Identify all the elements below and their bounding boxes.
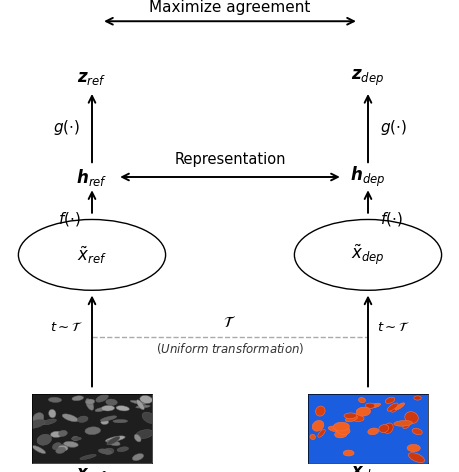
Ellipse shape: [62, 414, 78, 421]
Ellipse shape: [52, 443, 62, 450]
Ellipse shape: [309, 434, 315, 439]
Ellipse shape: [116, 405, 129, 411]
Ellipse shape: [80, 455, 96, 460]
Text: $\tilde{x}_{ref}$: $\tilde{x}_{ref}$: [77, 244, 107, 266]
Ellipse shape: [294, 219, 441, 290]
Ellipse shape: [343, 413, 356, 419]
Text: $t \sim \mathcal{T}$: $t \sim \mathcal{T}$: [50, 320, 83, 334]
Text: $g(\cdot)$: $g(\cdot)$: [53, 118, 80, 137]
Ellipse shape: [106, 399, 117, 405]
Ellipse shape: [48, 397, 62, 403]
Ellipse shape: [342, 450, 353, 456]
Ellipse shape: [142, 412, 156, 423]
Ellipse shape: [312, 421, 323, 431]
Ellipse shape: [103, 448, 114, 455]
Ellipse shape: [389, 405, 397, 412]
Ellipse shape: [333, 422, 348, 431]
Ellipse shape: [367, 428, 378, 435]
Ellipse shape: [42, 419, 56, 425]
Ellipse shape: [404, 412, 417, 423]
Ellipse shape: [383, 423, 392, 433]
Ellipse shape: [106, 437, 120, 445]
Text: $\boldsymbol{z}_{dep}$: $\boldsymbol{z}_{dep}$: [351, 68, 384, 88]
Ellipse shape: [62, 444, 76, 447]
Ellipse shape: [345, 415, 357, 422]
Ellipse shape: [18, 219, 165, 290]
Ellipse shape: [72, 437, 78, 440]
Text: Maximize agreement: Maximize agreement: [149, 0, 310, 15]
Ellipse shape: [135, 405, 150, 408]
Ellipse shape: [134, 434, 141, 442]
Ellipse shape: [50, 431, 62, 438]
Ellipse shape: [117, 447, 128, 452]
Ellipse shape: [411, 428, 421, 435]
Ellipse shape: [413, 396, 420, 400]
Text: $\mathcal{T}$: $\mathcal{T}$: [223, 315, 236, 330]
Text: $\boldsymbol{x}_{ref}$: $\boldsymbol{x}_{ref}$: [76, 465, 107, 472]
Ellipse shape: [394, 403, 404, 410]
Ellipse shape: [402, 424, 409, 429]
Text: Representation: Representation: [174, 152, 285, 167]
Ellipse shape: [101, 420, 108, 424]
Ellipse shape: [95, 395, 108, 402]
Ellipse shape: [136, 400, 144, 410]
Ellipse shape: [408, 453, 424, 463]
Ellipse shape: [347, 414, 363, 421]
Ellipse shape: [63, 441, 78, 447]
Text: $f(\cdot)$: $f(\cdot)$: [58, 211, 80, 228]
Text: $\boldsymbol{x}_{dep}$: $\boldsymbol{x}_{dep}$: [350, 465, 385, 472]
Ellipse shape: [358, 397, 364, 403]
Text: $\boldsymbol{h}_{dep}$: $\boldsymbol{h}_{dep}$: [350, 165, 385, 189]
Text: $(Uniform\ transformation)$: $(Uniform\ transformation)$: [156, 341, 303, 356]
Ellipse shape: [365, 403, 374, 408]
Ellipse shape: [378, 425, 388, 432]
Ellipse shape: [140, 396, 152, 404]
Ellipse shape: [132, 454, 143, 461]
Ellipse shape: [37, 434, 51, 445]
Ellipse shape: [101, 405, 114, 411]
Ellipse shape: [106, 440, 120, 446]
Ellipse shape: [406, 444, 420, 452]
Ellipse shape: [95, 408, 105, 412]
Ellipse shape: [49, 409, 56, 418]
Ellipse shape: [77, 416, 88, 422]
Ellipse shape: [355, 407, 370, 416]
Text: $g(\cdot)$: $g(\cdot)$: [379, 118, 406, 137]
Ellipse shape: [135, 430, 153, 438]
Ellipse shape: [368, 403, 380, 408]
Ellipse shape: [85, 399, 95, 405]
Ellipse shape: [32, 446, 45, 454]
Ellipse shape: [71, 437, 81, 440]
Text: $f(\cdot)$: $f(\cdot)$: [379, 211, 401, 228]
Ellipse shape: [334, 430, 347, 438]
Text: $t \sim \mathcal{T}$: $t \sim \mathcal{T}$: [376, 320, 409, 334]
Text: $\tilde{x}_{dep}$: $\tilde{x}_{dep}$: [350, 243, 384, 267]
Ellipse shape: [393, 421, 411, 426]
Ellipse shape: [27, 419, 45, 428]
Ellipse shape: [85, 399, 94, 410]
Ellipse shape: [100, 416, 117, 421]
Ellipse shape: [33, 413, 44, 424]
Ellipse shape: [315, 406, 325, 416]
Ellipse shape: [327, 426, 341, 432]
Ellipse shape: [58, 430, 67, 437]
Ellipse shape: [386, 403, 397, 411]
Ellipse shape: [385, 397, 394, 404]
Text: $\boldsymbol{z}_{ref}$: $\boldsymbol{z}_{ref}$: [77, 69, 106, 87]
Ellipse shape: [56, 447, 66, 454]
Ellipse shape: [98, 449, 112, 454]
Text: $\boldsymbol{h}_{ref}$: $\boldsymbol{h}_{ref}$: [76, 167, 107, 187]
Ellipse shape: [317, 430, 325, 437]
Ellipse shape: [335, 425, 349, 435]
Ellipse shape: [113, 420, 127, 423]
Ellipse shape: [85, 427, 101, 435]
Ellipse shape: [72, 396, 84, 401]
Ellipse shape: [58, 445, 68, 451]
Ellipse shape: [105, 436, 125, 442]
Ellipse shape: [130, 400, 146, 405]
